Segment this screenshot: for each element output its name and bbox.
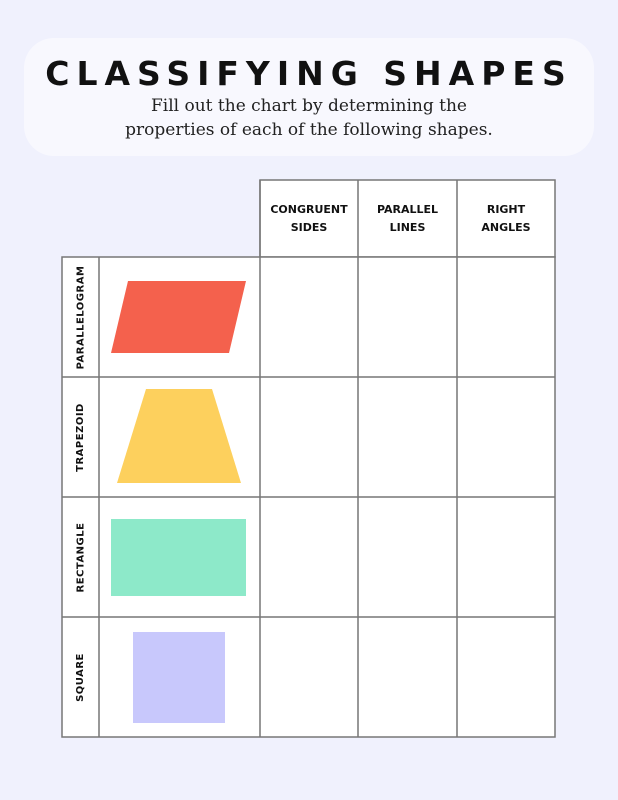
square [133, 632, 225, 723]
row-label: SQUARE [75, 652, 87, 702]
column-header: CONGRUENT SIDES [260, 180, 358, 257]
row-header: RECTANGLE [62, 497, 99, 617]
column-label: RIGHT ANGLES [481, 202, 531, 234]
column-header: PARALLEL LINES [358, 180, 457, 257]
column-header: RIGHT ANGLES [457, 180, 555, 257]
row-label: PARALLELOGRAM [75, 265, 86, 369]
subtitle-line: properties of each of the following shap… [125, 120, 493, 140]
row-label: TRAPEZOID [75, 402, 87, 472]
row-header: PARALLELOGRAM [62, 257, 99, 377]
header: CLASSIFYING SHAPES Fill out the chart by… [24, 38, 594, 156]
row-label: RECTANGLE [75, 522, 86, 592]
title: CLASSIFYING SHAPES [45, 54, 573, 93]
row-header: SQUARE [62, 617, 99, 737]
row-header: TRAPEZOID [62, 377, 99, 497]
rectangle [111, 519, 246, 596]
parallelogram [111, 281, 246, 353]
column-label: PARALLEL LINES [376, 202, 439, 234]
trapezoid [117, 389, 241, 483]
column-label: CONGRUENT SIDES [270, 202, 348, 234]
subtitle-line: Fill out the chart by determining the [150, 96, 467, 116]
